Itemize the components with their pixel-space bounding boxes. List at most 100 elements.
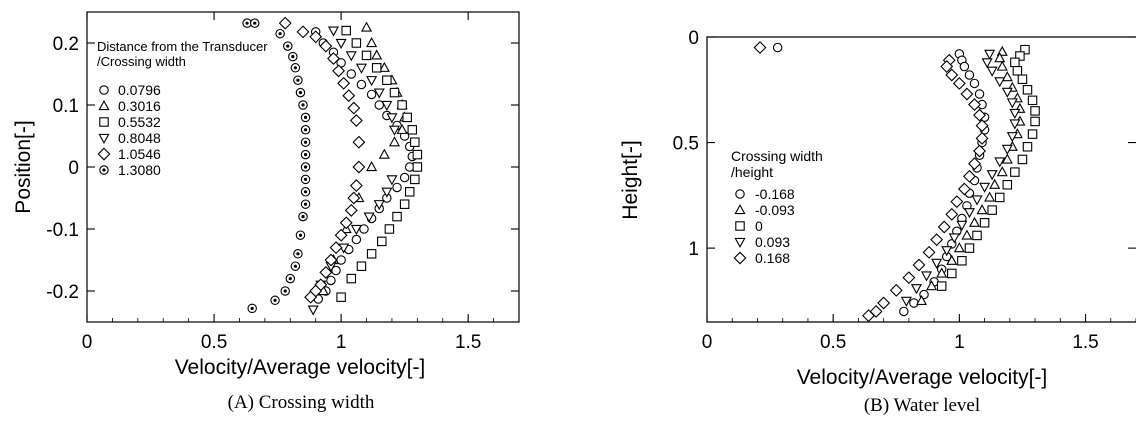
data-point (410, 174, 420, 185)
data-point (969, 78, 980, 89)
data-point (389, 87, 400, 98)
legend-entry-label: 0.168 (755, 250, 790, 266)
data-point (307, 305, 319, 316)
data-point (953, 242, 965, 253)
data-point (981, 58, 993, 69)
data-point (327, 52, 340, 65)
data-point (352, 135, 366, 149)
data-point (349, 179, 363, 193)
y-tick-label: 0.1 (53, 96, 79, 117)
data-point (300, 125, 311, 135)
data-point (945, 207, 959, 221)
legend-marker (735, 221, 745, 231)
legend-marker (734, 204, 746, 215)
data-point (378, 61, 390, 72)
data-point (371, 49, 383, 60)
data-point (386, 113, 398, 124)
data-point (339, 216, 353, 230)
legend-entry-label: -0.168 (755, 186, 795, 202)
data-point (961, 229, 973, 240)
data-point (948, 233, 960, 244)
data-point (298, 211, 308, 222)
data-point (910, 284, 923, 295)
data-point (324, 253, 338, 267)
data-point (968, 216, 981, 227)
data-point (374, 100, 384, 110)
data-point (952, 76, 966, 90)
data-point (337, 76, 351, 90)
data-point (994, 192, 1005, 203)
data-point (290, 261, 301, 271)
data-point (973, 144, 986, 158)
data-point (412, 149, 423, 160)
data-point (326, 275, 336, 286)
legend-entry-label: 1.3080 (118, 162, 161, 178)
data-point (359, 224, 369, 234)
data-point (293, 75, 303, 85)
data-point (242, 18, 252, 28)
data-point (1022, 142, 1033, 152)
data-point (889, 283, 903, 297)
data-point (946, 254, 958, 265)
data-point (278, 16, 292, 30)
data-point (334, 228, 348, 242)
data-point (957, 182, 971, 196)
data-point (249, 18, 260, 28)
data-point (309, 30, 323, 44)
data-point (1010, 167, 1020, 177)
data-point (963, 208, 975, 219)
data-point (388, 125, 401, 136)
data-point (363, 212, 375, 223)
data-point (366, 76, 378, 87)
data-point (1030, 106, 1040, 116)
data-point (373, 88, 385, 99)
series-1.3080 (242, 18, 311, 314)
data-point (352, 160, 366, 174)
data-point (1010, 57, 1020, 68)
legend-marker (99, 117, 109, 127)
data-point (915, 294, 928, 306)
data-point (298, 100, 308, 110)
data-point (356, 261, 367, 271)
data-point (388, 136, 401, 147)
data-point (392, 211, 402, 222)
data-point (396, 123, 408, 134)
x-tick-label: 0.5 (820, 332, 846, 353)
x-tick-label: 0.5 (201, 332, 227, 353)
series-0.5532 (336, 25, 423, 302)
data-point (386, 175, 398, 186)
data-point (968, 157, 981, 171)
data-point (936, 267, 948, 278)
data-point (329, 241, 343, 255)
data-point (346, 273, 357, 284)
data-point (1012, 66, 1023, 76)
data-point (300, 137, 311, 147)
y-tick-label: 0.5 (673, 134, 699, 155)
data-point (371, 63, 382, 73)
data-point (986, 170, 998, 181)
data-point (355, 63, 367, 74)
data-point (936, 281, 947, 291)
data-point (979, 182, 991, 193)
data-point (1001, 87, 1013, 98)
data-point (285, 273, 296, 284)
data-point (280, 286, 290, 296)
data-point (1030, 116, 1040, 127)
data-point (399, 199, 410, 209)
data-point (984, 191, 996, 202)
data-point (319, 265, 333, 279)
data-point (996, 166, 1008, 177)
y-tick-label: -0.1 (46, 220, 79, 241)
data-point (361, 50, 372, 61)
data-point (960, 87, 974, 101)
data-point (972, 230, 982, 241)
data-point (319, 39, 333, 53)
data-point (407, 125, 418, 135)
data-point (1009, 108, 1021, 119)
data-point (402, 112, 412, 123)
data-point (300, 112, 311, 123)
data-point (384, 224, 395, 234)
plot-frame-b (706, 36, 1136, 323)
data-point (996, 60, 1008, 71)
data-point (349, 114, 363, 127)
